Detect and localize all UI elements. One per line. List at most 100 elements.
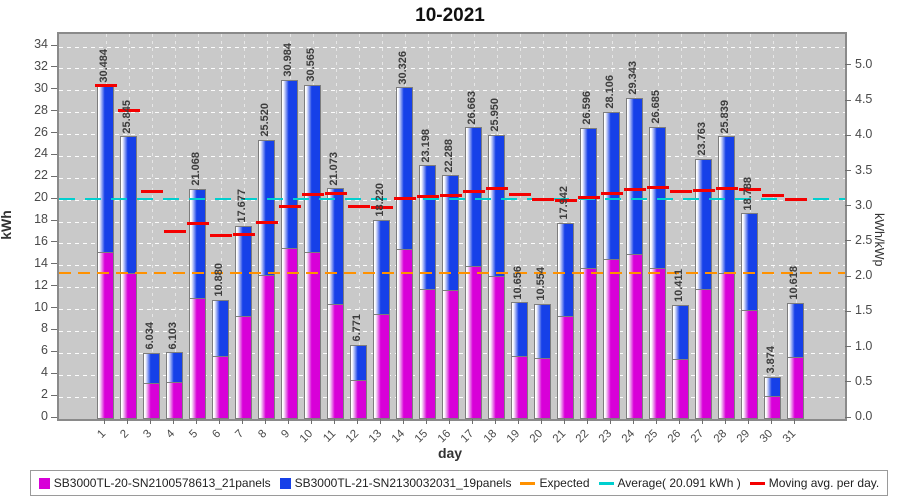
bar-day-17-inverter2 — [465, 127, 482, 267]
bar-day-19-inverter1 — [511, 355, 528, 419]
moving-avg-segment-day-23 — [601, 192, 623, 196]
y-axis-left-tick-label: 14 — [34, 255, 48, 270]
y-axis-right-tick — [845, 240, 851, 242]
y-axis-left-tick — [51, 66, 57, 68]
legend-swatch-icon — [279, 477, 291, 489]
gridline-horizontal — [59, 90, 845, 92]
legend-item-average: Average( 20.091 kWh ) — [598, 476, 741, 490]
bar-value-label: 10.554 — [535, 266, 547, 301]
y-axis-left-title: kWh — [0, 210, 14, 240]
y-axis-left-tick — [51, 153, 57, 155]
bar-day-1-inverter2 — [97, 85, 114, 253]
chart-title: 10-2021 — [415, 5, 485, 26]
moving-avg-segment-day-10 — [302, 193, 324, 197]
moving-avg-segment-day-8 — [256, 221, 278, 225]
y-axis-left-tick-label: 24 — [34, 146, 48, 161]
x-axis-tick — [701, 419, 703, 424]
bar-day-13-inverter1 — [373, 313, 390, 419]
y-axis-right-tick-label: 3.0 — [855, 197, 873, 212]
moving-avg-segment-day-11 — [325, 192, 347, 196]
legend-label: SB3000TL-20-SN2100578613_21panels — [53, 476, 271, 490]
moving-avg-segment-day-24 — [624, 188, 646, 192]
bar-day-26-inverter2 — [672, 305, 689, 360]
y-axis-right-tick-label: 5.0 — [855, 56, 873, 71]
y-axis-left-tick-label: 2 — [41, 387, 48, 402]
moving-avg-segment-day-17 — [463, 189, 485, 193]
y-axis-left-tick-label: 16 — [34, 233, 48, 248]
y-axis-left-tick-label: 28 — [34, 102, 48, 117]
x-axis-tick — [747, 419, 749, 424]
bar-value-label: 18.220 — [374, 183, 386, 217]
bar-day-23-inverter2 — [603, 111, 620, 261]
moving-avg-segment-day-21 — [555, 199, 577, 203]
moving-avg-segment-day-20 — [532, 198, 554, 202]
y-axis-right-tick — [845, 416, 851, 418]
bar-day-19-inverter2 — [511, 302, 528, 357]
bar-value-label: 25.845 — [121, 99, 133, 134]
bar-day-15-inverter2 — [419, 165, 436, 290]
bar-day-29-inverter2 — [741, 213, 758, 311]
bar-day-28-inverter2 — [718, 136, 735, 275]
y-axis-left-tick-label: 20 — [34, 190, 48, 205]
gridline-horizontal — [59, 155, 845, 157]
x-axis-tick — [402, 419, 404, 424]
bar-day-5-inverter1 — [189, 297, 206, 419]
plot-area: 30.484 25.845 6.034 6.103 21.068 10.880 17.677… — [57, 32, 847, 421]
bar-value-label: 26.663 — [466, 90, 478, 125]
legend: SB3000TL-20-SN2100578613_21panels SB3000T… — [30, 470, 888, 496]
bar-day-30-inverter2 — [764, 376, 781, 398]
x-axis-tick — [264, 419, 266, 424]
x-axis-tick — [287, 419, 289, 424]
y-axis-left-tick — [51, 307, 57, 309]
y-axis-left-tick — [51, 328, 57, 330]
bar-day-25-inverter2 — [649, 127, 666, 270]
bar-value-label: 17.942 — [558, 186, 570, 220]
bar-day-21-inverter2 — [557, 222, 574, 318]
bar-day-13-inverter2 — [373, 219, 390, 315]
bar-value-label: 25.950 — [489, 98, 501, 133]
moving-avg-segment-day-4 — [164, 230, 186, 234]
bar-value-label: 17.677 — [236, 188, 248, 223]
y-axis-right-tick — [845, 170, 851, 172]
bar-day-29-inverter1 — [741, 309, 758, 419]
x-axis-tick — [632, 419, 634, 424]
moving-avg-segment-day-29 — [739, 187, 761, 191]
y-axis-left-tick — [51, 44, 57, 46]
bar-value-label: 23.763 — [696, 122, 708, 157]
x-axis-title: day — [437, 445, 463, 461]
y-axis-left-tick-label: 4 — [41, 365, 48, 380]
moving-avg-segment-day-30 — [762, 194, 784, 198]
y-axis-right-tick-label: 2.0 — [855, 268, 873, 283]
moving-avg-segment-day-18 — [486, 186, 508, 190]
bar-day-4-inverter2 — [166, 352, 183, 383]
bar-value-label: 6.034 — [144, 322, 156, 350]
bar-value-label: 10.411 — [673, 269, 685, 303]
bar-day-24-inverter2 — [626, 97, 643, 255]
y-axis-left-tick-label: 0 — [41, 409, 48, 423]
legend-line-icon — [520, 481, 536, 485]
bar-day-15-inverter1 — [419, 288, 436, 419]
gridline-horizontal — [59, 68, 845, 70]
moving-avg-segment-day-27 — [693, 189, 715, 193]
bar-day-11-inverter2 — [327, 188, 344, 306]
y-axis-left-tick-label: 32 — [34, 58, 48, 73]
moving-avg-segment-day-1 — [95, 83, 117, 87]
y-axis-right-title: kWh/kWp — [872, 213, 886, 267]
y-axis-right-tick-label: 0.0 — [855, 409, 873, 423]
y-axis-left-tick — [51, 372, 57, 374]
bar-day-9-inverter2 — [281, 80, 298, 250]
bar-day-6-inverter2 — [212, 299, 229, 357]
y-axis-left-tick — [51, 110, 57, 112]
y-axis-left-tick — [51, 394, 57, 396]
bar-value-label: 22.288 — [443, 138, 455, 173]
x-axis-tick — [517, 419, 519, 424]
bar-day-10-inverter2 — [304, 84, 321, 253]
legend-label: Average( 20.091 kWh ) — [617, 476, 741, 490]
moving-avg-segment-day-12 — [348, 205, 370, 209]
bar-day-27-inverter2 — [695, 159, 712, 290]
y-axis-left-tick — [51, 285, 57, 287]
bar-value-label: 23.198 — [420, 128, 432, 163]
moving-avg-segment-day-19 — [509, 192, 531, 196]
bar-day-10-inverter1 — [304, 251, 321, 419]
